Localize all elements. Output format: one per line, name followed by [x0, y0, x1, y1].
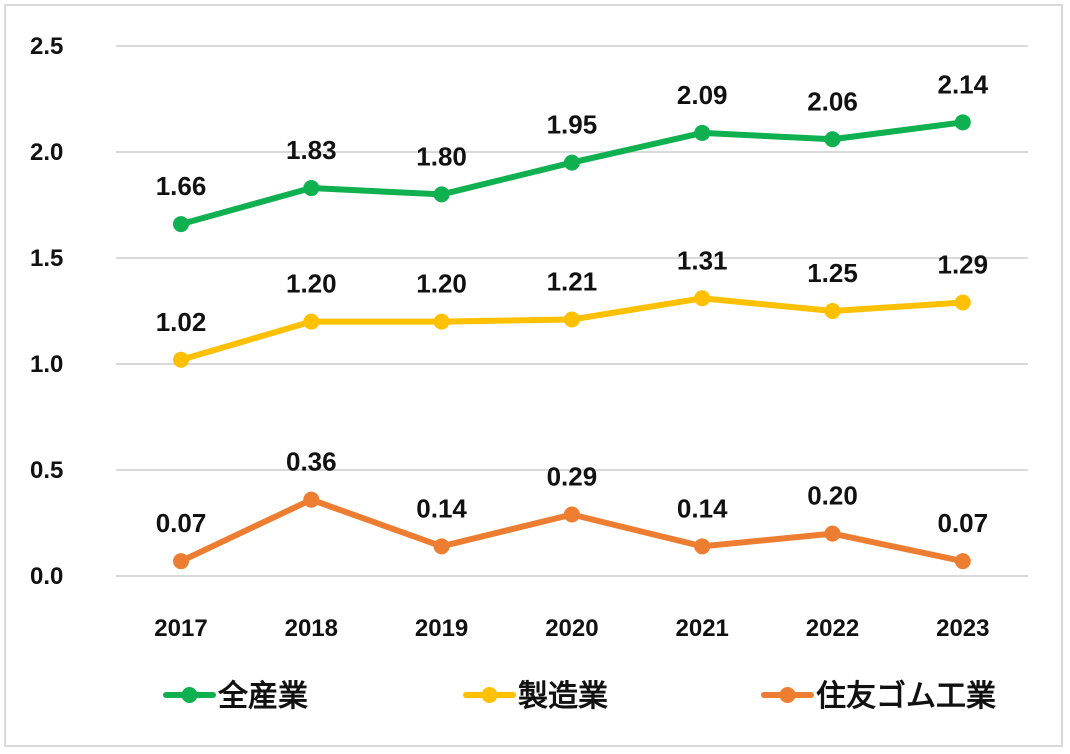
x-axis-ticks: 2017 2018 2019 2020 2021 2022 2023 [154, 615, 989, 642]
x-tick-label: 2019 [415, 615, 468, 642]
data-point [563, 311, 580, 328]
legend-item: 住友ゴム工業 [761, 679, 996, 714]
data-label: 2.09 [677, 80, 728, 110]
series-3: 0.07 0.36 0.14 0.29 0.14 0.20 0.07 [156, 447, 988, 570]
data-label: 0.20 [807, 481, 858, 511]
gridlines [116, 45, 1028, 577]
data-point [694, 124, 711, 141]
data-label: 0.14 [677, 493, 728, 523]
data-point [173, 216, 189, 233]
data-label: 1.80 [416, 141, 467, 171]
chart-frame [4, 4, 1063, 747]
data-point [563, 506, 580, 523]
y-tick-label: 2.0 [30, 139, 63, 166]
data-point [694, 290, 711, 307]
data-point [303, 313, 320, 330]
data-label: 2.14 [937, 69, 988, 99]
y-tick-label: 2.5 [30, 33, 63, 60]
legend-marker [779, 687, 796, 703]
data-label: 0.29 [547, 462, 598, 492]
data-label: 0.07 [156, 508, 207, 538]
data-point [824, 303, 841, 319]
x-tick-label: 2017 [154, 615, 207, 642]
data-label: 1.31 [677, 245, 728, 275]
data-point [954, 114, 971, 131]
data-point [173, 553, 189, 570]
y-tick-label: 0.0 [30, 563, 63, 590]
data-label: 0.07 [937, 508, 988, 538]
data-label: 2.06 [807, 86, 858, 116]
data-label: 0.36 [286, 447, 337, 477]
legend-item: 製造業 [463, 679, 608, 714]
x-tick-label: 2023 [936, 615, 989, 642]
data-point [824, 131, 841, 148]
data-label: 1.95 [547, 110, 598, 140]
y-tick-label: 1.0 [30, 351, 63, 378]
data-label: 1.20 [286, 269, 337, 299]
legend: 全産業 製造業 住友ゴム工業 [163, 679, 996, 714]
data-point [954, 553, 971, 570]
data-label: 1.29 [937, 250, 988, 280]
data-label: 1.25 [807, 258, 858, 288]
x-tick-label: 2022 [806, 615, 859, 642]
data-label: 1.83 [286, 135, 337, 165]
data-label: 0.14 [416, 493, 467, 523]
legend-label: 全産業 [217, 679, 308, 714]
data-point [694, 538, 711, 555]
series-line [180, 295, 963, 363]
data-point [433, 186, 450, 203]
data-label: 1.02 [156, 307, 207, 337]
y-tick-label: 0.5 [30, 457, 63, 484]
legend-label: 製造業 [518, 679, 608, 714]
series-2: 1.02 1.20 1.20 1.21 1.31 1.25 1.29 [156, 245, 988, 368]
legend-marker [481, 687, 498, 703]
data-point [433, 313, 450, 330]
data-point [563, 154, 580, 171]
y-axis-ticks: 0.0 0.5 1.0 1.5 2.0 2.5 [30, 33, 63, 590]
data-label: 1.66 [156, 171, 207, 201]
x-tick-label: 2018 [285, 615, 338, 642]
data-label: 1.20 [416, 269, 467, 299]
data-point [824, 525, 841, 542]
data-point [954, 294, 971, 311]
legend-label: 住友ゴム工業 [816, 679, 996, 714]
series-group: 1.66 1.83 1.80 1.95 2.09 2.06 2.14 1.02 1.20 1.20… [156, 69, 989, 570]
legend-item: 全産業 [163, 679, 308, 714]
data-point [173, 351, 189, 368]
x-tick-label: 2021 [676, 615, 729, 642]
y-tick-label: 1.5 [30, 245, 63, 272]
data-point [303, 180, 320, 197]
legend-marker [181, 687, 198, 703]
series-1: 1.66 1.83 1.80 1.95 2.09 2.06 2.14 [156, 69, 989, 233]
data-label: 1.21 [547, 266, 598, 296]
x-tick-label: 2020 [545, 615, 598, 642]
data-point [303, 491, 320, 508]
data-point [433, 538, 450, 555]
